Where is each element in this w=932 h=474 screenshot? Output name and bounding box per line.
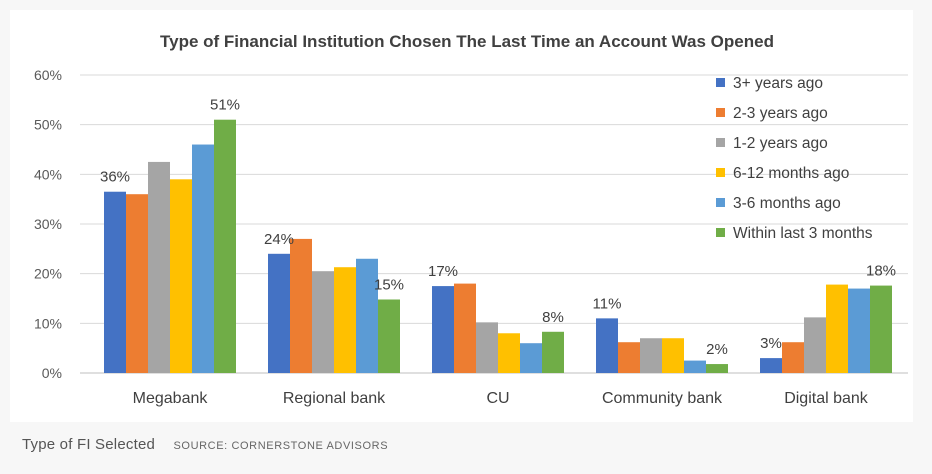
- bar: [542, 331, 564, 373]
- x-tick-label: Community bank: [602, 390, 723, 407]
- data-label: 15%: [374, 276, 404, 293]
- data-label: 24%: [264, 231, 294, 248]
- data-label: 8%: [542, 309, 564, 326]
- bar: [520, 343, 542, 373]
- bar: [334, 267, 356, 373]
- legend-swatch: [716, 108, 725, 117]
- data-labels: 36% 51% 24% 15% 17% 8% 11% 2% 3% 18%: [100, 97, 896, 358]
- x-tick-label: Megabank: [133, 390, 209, 407]
- data-label: 17%: [428, 263, 458, 280]
- bar: [126, 194, 148, 373]
- bar: [848, 288, 870, 373]
- legend-label: 3-6 months ago: [733, 195, 841, 212]
- data-label: 18%: [866, 263, 896, 280]
- data-label: 2%: [706, 341, 728, 358]
- y-tick-label: 30%: [34, 216, 62, 232]
- bar: [706, 364, 728, 373]
- bars: [104, 119, 892, 373]
- legend-label: 2-3 years ago: [733, 105, 828, 122]
- bar: [378, 299, 400, 373]
- legend-swatch: [716, 78, 725, 87]
- bar: [432, 286, 454, 373]
- bar: [826, 284, 848, 373]
- data-label: 11%: [593, 295, 622, 312]
- bar: [476, 322, 498, 373]
- caption-source: SOURCE: CORNERSTONE ADVISORS: [173, 440, 389, 452]
- x-tick-label: Regional bank: [283, 390, 386, 407]
- bar: [192, 144, 214, 373]
- bar: [214, 119, 236, 373]
- data-label: 36%: [100, 169, 130, 186]
- bar: [454, 283, 476, 373]
- bar-chart: Type of Financial Institution Chosen The…: [34, 32, 908, 407]
- legend-swatch: [716, 228, 725, 237]
- legend-label: 6-12 months ago: [733, 165, 849, 182]
- bar: [870, 285, 892, 373]
- y-tick-label: 10%: [34, 315, 62, 331]
- figure-caption: Type of FI Selected SOURCE: CORNERSTONE …: [22, 436, 388, 454]
- chart-title: Type of Financial Institution Chosen The…: [160, 32, 774, 51]
- chart-card: Type of Financial Institution Chosen The…: [10, 10, 913, 422]
- bar: [312, 271, 334, 373]
- bar: [170, 179, 192, 373]
- y-tick-label: 60%: [34, 67, 62, 83]
- bar: [268, 253, 290, 373]
- legend: 3+ years ago 2-3 years ago 1-2 years ago 6-…: [716, 75, 873, 242]
- bar: [148, 161, 170, 373]
- x-tick-label: Digital bank: [784, 390, 869, 407]
- y-axis-ticks: 0% 10% 20% 30% 40% 50% 60%: [34, 67, 62, 381]
- y-tick-label: 20%: [34, 266, 62, 282]
- x-tick-label: CU: [486, 390, 509, 407]
- data-label: 51%: [210, 97, 240, 114]
- legend-swatch: [716, 168, 725, 177]
- bar: [498, 333, 520, 373]
- bar: [290, 238, 312, 373]
- legend-label: Within last 3 months: [733, 225, 873, 242]
- legend-swatch: [716, 138, 725, 147]
- legend-label: 1-2 years ago: [733, 135, 828, 152]
- legend-swatch: [716, 198, 725, 207]
- bar: [662, 338, 684, 373]
- x-axis-ticks: Megabank Regional bank CU Community bank Dig…: [133, 390, 869, 407]
- y-tick-label: 0%: [42, 365, 62, 381]
- bar: [684, 360, 706, 373]
- legend-label: 3+ years ago: [733, 75, 823, 92]
- y-tick-label: 50%: [34, 117, 62, 133]
- bar: [356, 258, 378, 373]
- bar: [782, 342, 804, 373]
- bar: [104, 191, 126, 373]
- data-label: 3%: [760, 335, 782, 352]
- caption-text: Type of FI Selected: [22, 436, 156, 453]
- y-tick-label: 40%: [34, 166, 62, 182]
- bar: [596, 318, 618, 373]
- bar: [804, 317, 826, 373]
- bar: [618, 342, 640, 373]
- bar: [640, 338, 662, 373]
- bar: [760, 358, 782, 373]
